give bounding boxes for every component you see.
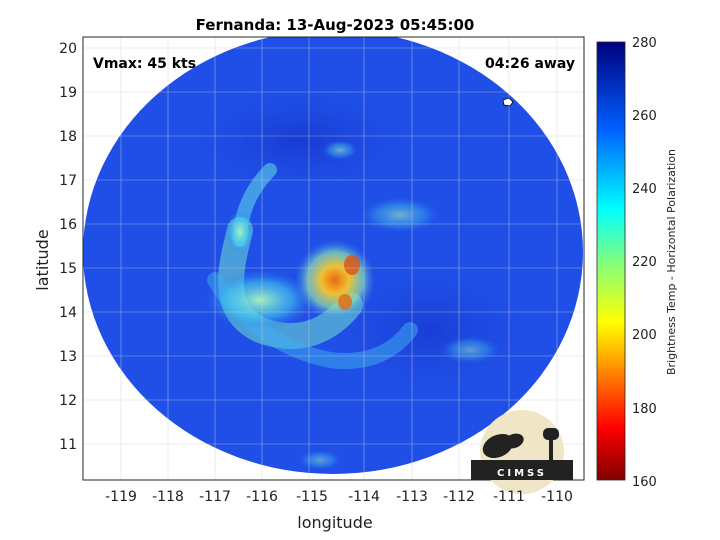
x-tick-label: -119 — [105, 489, 137, 505]
x-tick-label: -113 — [396, 489, 428, 505]
x-tick-label: -117 — [199, 489, 231, 505]
x-tick-label: -116 — [246, 489, 278, 505]
logo-ground — [471, 460, 573, 480]
y-tick-label: 15 — [59, 261, 77, 277]
cold-patch — [180, 80, 420, 200]
storm-core — [338, 294, 352, 310]
x-axis: -119 -118 -117 -116 -115 -114 -113 -112 … — [105, 489, 573, 532]
y-tick-label: 17 — [59, 173, 77, 189]
y-axis: 20 19 18 17 16 15 14 13 12 11 latitude — [33, 41, 77, 453]
vmax-label: Vmax: 45 kts — [93, 56, 196, 72]
rainband — [322, 140, 358, 160]
logo-text: CIMSS — [497, 468, 547, 479]
grid — [83, 37, 584, 480]
axes-frame — [82, 36, 585, 481]
time-away-label: 04:26 away — [485, 56, 575, 72]
colorbar-tick-label: 160 — [632, 475, 657, 490]
y-tick-label: 12 — [59, 393, 77, 409]
y-tick-label: 19 — [59, 85, 77, 101]
cimss-logo: CIMSS — [471, 410, 573, 494]
x-axis-label: longitude — [297, 513, 372, 532]
rainband — [205, 270, 315, 330]
x-tick-label: -114 — [348, 489, 380, 505]
y-tick-label: 14 — [59, 305, 77, 321]
y-tick-label: 11 — [59, 437, 77, 453]
colorbar-tick-label: 260 — [632, 109, 657, 124]
y-tick-label: 20 — [59, 41, 77, 57]
x-tick-label: -110 — [541, 489, 573, 505]
y-tick-label: 18 — [59, 129, 77, 145]
storm-core — [344, 255, 360, 275]
colorbar-tick-label: 180 — [632, 402, 657, 417]
water-tower-icon — [549, 438, 553, 462]
rainband — [360, 197, 440, 233]
x-tick-label: -115 — [296, 489, 328, 505]
cold-patch — [320, 260, 540, 400]
satellite-swath — [83, 37, 583, 474]
colorbar-tick-label: 200 — [632, 328, 657, 343]
colorbar-label: Brightness Temp - Horizontal Polarizatio… — [665, 149, 678, 375]
x-tick-label: -111 — [493, 489, 525, 505]
rainband — [226, 210, 254, 254]
map-title: Fernanda: 13-Aug-2023 05:45:00 — [196, 16, 475, 34]
y-tick-label: 13 — [59, 349, 77, 365]
x-tick-label: -118 — [152, 489, 184, 505]
y-axis-label: latitude — [33, 229, 52, 290]
x-tick-label: -112 — [443, 489, 475, 505]
rainband — [440, 336, 500, 364]
satellite-dish-icon — [504, 433, 524, 449]
storm-marker-icon — [502, 97, 514, 107]
colorbar-tick-label: 220 — [632, 255, 657, 270]
storm-core — [295, 240, 375, 320]
colorbar: 280 260 240 220 200 180 160 Brightness T… — [596, 36, 678, 490]
colorbar-tick-label: 280 — [632, 36, 657, 51]
colorbar-scale — [596, 41, 626, 481]
y-tick-label: 16 — [59, 217, 77, 233]
rainband — [298, 450, 342, 470]
colorbar-tick-label: 240 — [632, 182, 657, 197]
water-tower-icon — [543, 428, 559, 440]
